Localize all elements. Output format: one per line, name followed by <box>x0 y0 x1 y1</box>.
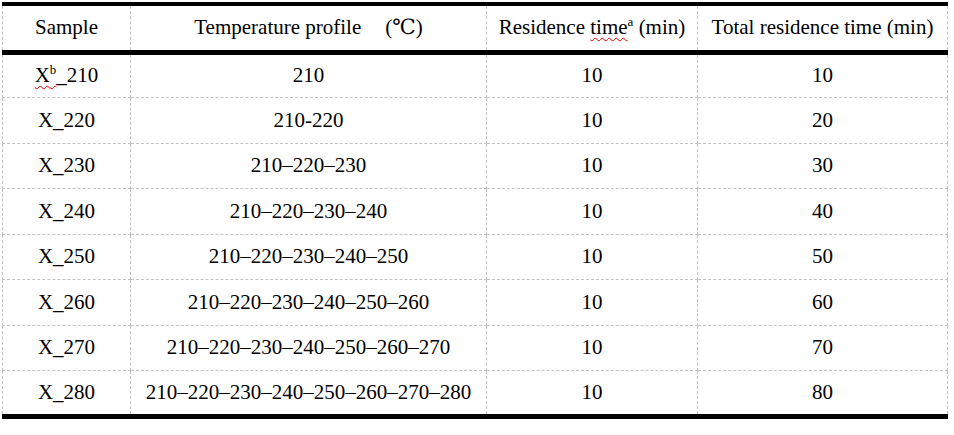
table-row: X_280210–220–230–240–250–260–270–2801080 <box>3 371 948 417</box>
total-residence-time-cell: 50 <box>698 234 948 280</box>
temperature-profile-cell: 210–220–230–240–250–260 <box>131 280 487 326</box>
table-row: X_250210–220–230–240–2501050 <box>3 234 948 280</box>
temperature-profile-cell: 210–220–230 <box>131 143 487 189</box>
sample-cell: X_230 <box>3 143 131 189</box>
col-header-sample: Sample <box>3 4 131 52</box>
sample-cell: X_260 <box>3 280 131 326</box>
misspelled-word-time: time <box>590 15 627 39</box>
document-page: Sample Temperature profile (℃) Residence … <box>0 0 954 435</box>
temperature-profile-cell: 210–220–230–240–250–260–270–280 <box>131 371 487 417</box>
sample-cell: X_280 <box>3 371 131 417</box>
total-residence-time-cell: 10 <box>698 52 948 98</box>
table-row: X_230210–220–2301030 <box>3 143 948 189</box>
table-row: X_260210–220–230–240–250–2601060 <box>3 280 948 326</box>
residence-time-prefix: Residence <box>499 15 591 39</box>
total-residence-time-cell: 70 <box>698 325 948 371</box>
temperature-unit-label: (℃) <box>385 15 422 39</box>
header-row: Sample Temperature profile (℃) Residence … <box>3 4 948 52</box>
temperature-profile-label: Temperature profile <box>194 15 361 39</box>
sample-cell: Xb_210 <box>3 52 131 98</box>
residence-time-cell: 10 <box>487 371 698 417</box>
sample-cell: X_220 <box>3 98 131 144</box>
temperature-profile-table: Sample Temperature profile (℃) Residence … <box>2 2 948 419</box>
col-header-sample-label: Sample <box>35 15 98 39</box>
temperature-profile-cell: 210-220 <box>131 98 487 144</box>
table-row: Xb_2102101010 <box>3 52 948 98</box>
table-body: Xb_2102101010X_220210-2201020X_230210–22… <box>3 52 948 416</box>
total-residence-time-label: Total residence time (min) <box>712 15 934 39</box>
col-header-residence-time: Residence timea (min) <box>487 4 698 52</box>
table-row: X_220210-2201020 <box>3 98 948 144</box>
residence-time-suffix: (min) <box>633 15 685 39</box>
col-header-temperature-profile: Temperature profile (℃) <box>131 4 487 52</box>
sample-cell: X_270 <box>3 325 131 371</box>
residence-time-cell: 10 <box>487 52 698 98</box>
misspelled-sample-text: Xb <box>35 63 57 87</box>
sample-cell: X_240 <box>3 189 131 235</box>
residence-time-cell: 10 <box>487 189 698 235</box>
temperature-profile-cell: 210 <box>131 52 487 98</box>
total-residence-time-cell: 80 <box>698 371 948 417</box>
table-row: X_240210–220–230–2401040 <box>3 189 948 235</box>
table-row: X_270210–220–230–240–250–260–2701070 <box>3 325 948 371</box>
residence-time-cell: 10 <box>487 143 698 189</box>
sample-cell: X_250 <box>3 234 131 280</box>
total-residence-time-cell: 30 <box>698 143 948 189</box>
residence-time-cell: 10 <box>487 98 698 144</box>
total-residence-time-cell: 40 <box>698 189 948 235</box>
residence-time-cell: 10 <box>487 234 698 280</box>
temperature-profile-cell: 210–220–230–240–250 <box>131 234 487 280</box>
temperature-profile-cell: 210–220–230–240 <box>131 189 487 235</box>
col-header-total-residence-time: Total residence time (min) <box>698 4 948 52</box>
total-residence-time-cell: 20 <box>698 98 948 144</box>
footnote-marker-b: b <box>50 62 57 77</box>
total-residence-time-cell: 60 <box>698 280 948 326</box>
residence-time-cell: 10 <box>487 325 698 371</box>
temperature-profile-cell: 210–220–230–240–250–260–270 <box>131 325 487 371</box>
residence-time-cell: 10 <box>487 280 698 326</box>
